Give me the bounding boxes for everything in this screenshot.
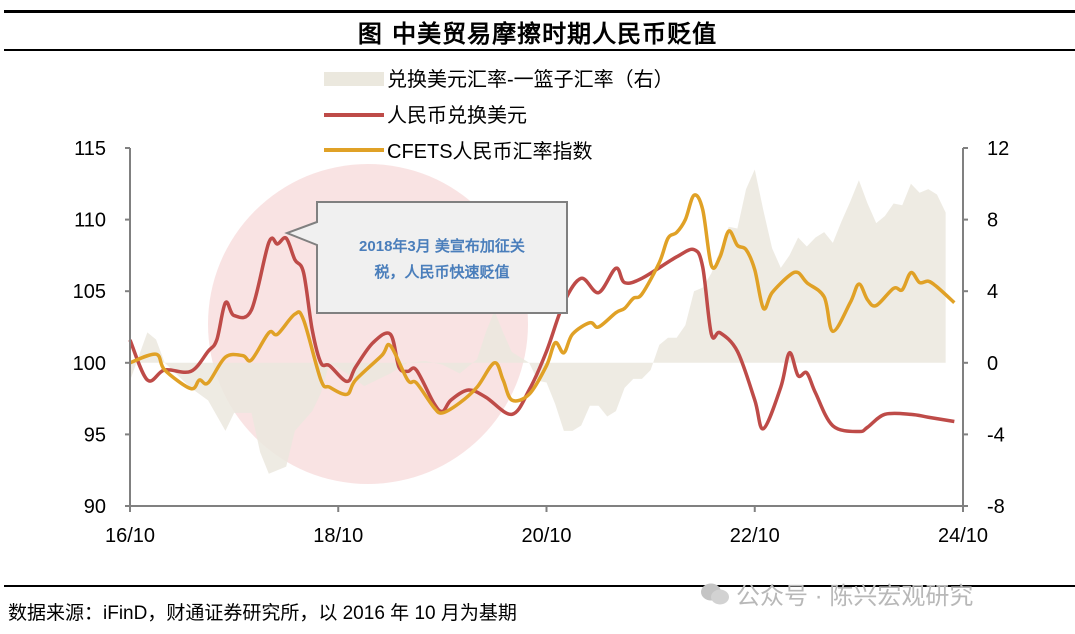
x-tick-label: 20/10 xyxy=(521,525,571,547)
watermark: 公众号 · 陈兴宏观研究 xyxy=(700,576,973,611)
x-tick-label: 22/10 xyxy=(730,525,780,547)
callout-line-2: 税，人民币快速贬值 xyxy=(374,263,509,281)
chart-title: 图 中美贸易摩擦时期人民币贬值 xyxy=(357,19,718,48)
right-tick-label: 0 xyxy=(987,353,998,375)
callout-line-1: 2018年3月 美宣布加征关 xyxy=(359,237,525,255)
top-rule xyxy=(4,10,1075,13)
left-tick-label: 90 xyxy=(84,496,106,518)
right-tick-label: -4 xyxy=(987,424,1005,446)
wechat-icon xyxy=(701,583,729,604)
right-tick-label: 4 xyxy=(987,281,998,303)
legend-label-cfets: CFETS人民币汇率指数 xyxy=(387,140,593,163)
legend-label-area: 兑换美元汇率-一篮子汇率（右） xyxy=(387,68,674,91)
x-tick-label: 16/10 xyxy=(105,525,155,547)
left-tick-label: 115 xyxy=(74,138,106,160)
right-tick-label: 8 xyxy=(987,210,998,232)
legend-swatch-area xyxy=(324,72,384,86)
callout-box xyxy=(284,201,568,314)
title-rule xyxy=(4,49,1075,51)
series-line-cny-usd xyxy=(128,235,955,434)
left-tick-label: 95 xyxy=(84,424,106,446)
watermark-text: 公众号 · 陈兴宏观研究 xyxy=(736,583,974,610)
series-line-cfets xyxy=(129,193,956,415)
right-tick-label: 12 xyxy=(987,138,1009,160)
x-tick-label: 18/10 xyxy=(313,525,363,547)
left-tick-label: 105 xyxy=(73,281,106,303)
left-tick-label: 100 xyxy=(73,353,106,375)
source-note: 数据来源：iFinD，财通证券研究所，以 2016 年 10 月为基期 xyxy=(8,603,517,624)
left-tick-label: 110 xyxy=(74,210,106,232)
right-tick-label: -8 xyxy=(987,496,1005,518)
legend-label-usd: 人民币兑换美元 xyxy=(387,104,527,127)
x-tick-label: 24/10 xyxy=(938,525,988,547)
bottom-rule xyxy=(4,585,1075,587)
callout: 2018年3月 美宣布加征关 税，人民币快速贬值 xyxy=(284,201,568,314)
legend: 兑换美元汇率-一篮子汇率（右） 人民币兑换美元 CFETS人民币汇率指数 xyxy=(324,68,674,163)
